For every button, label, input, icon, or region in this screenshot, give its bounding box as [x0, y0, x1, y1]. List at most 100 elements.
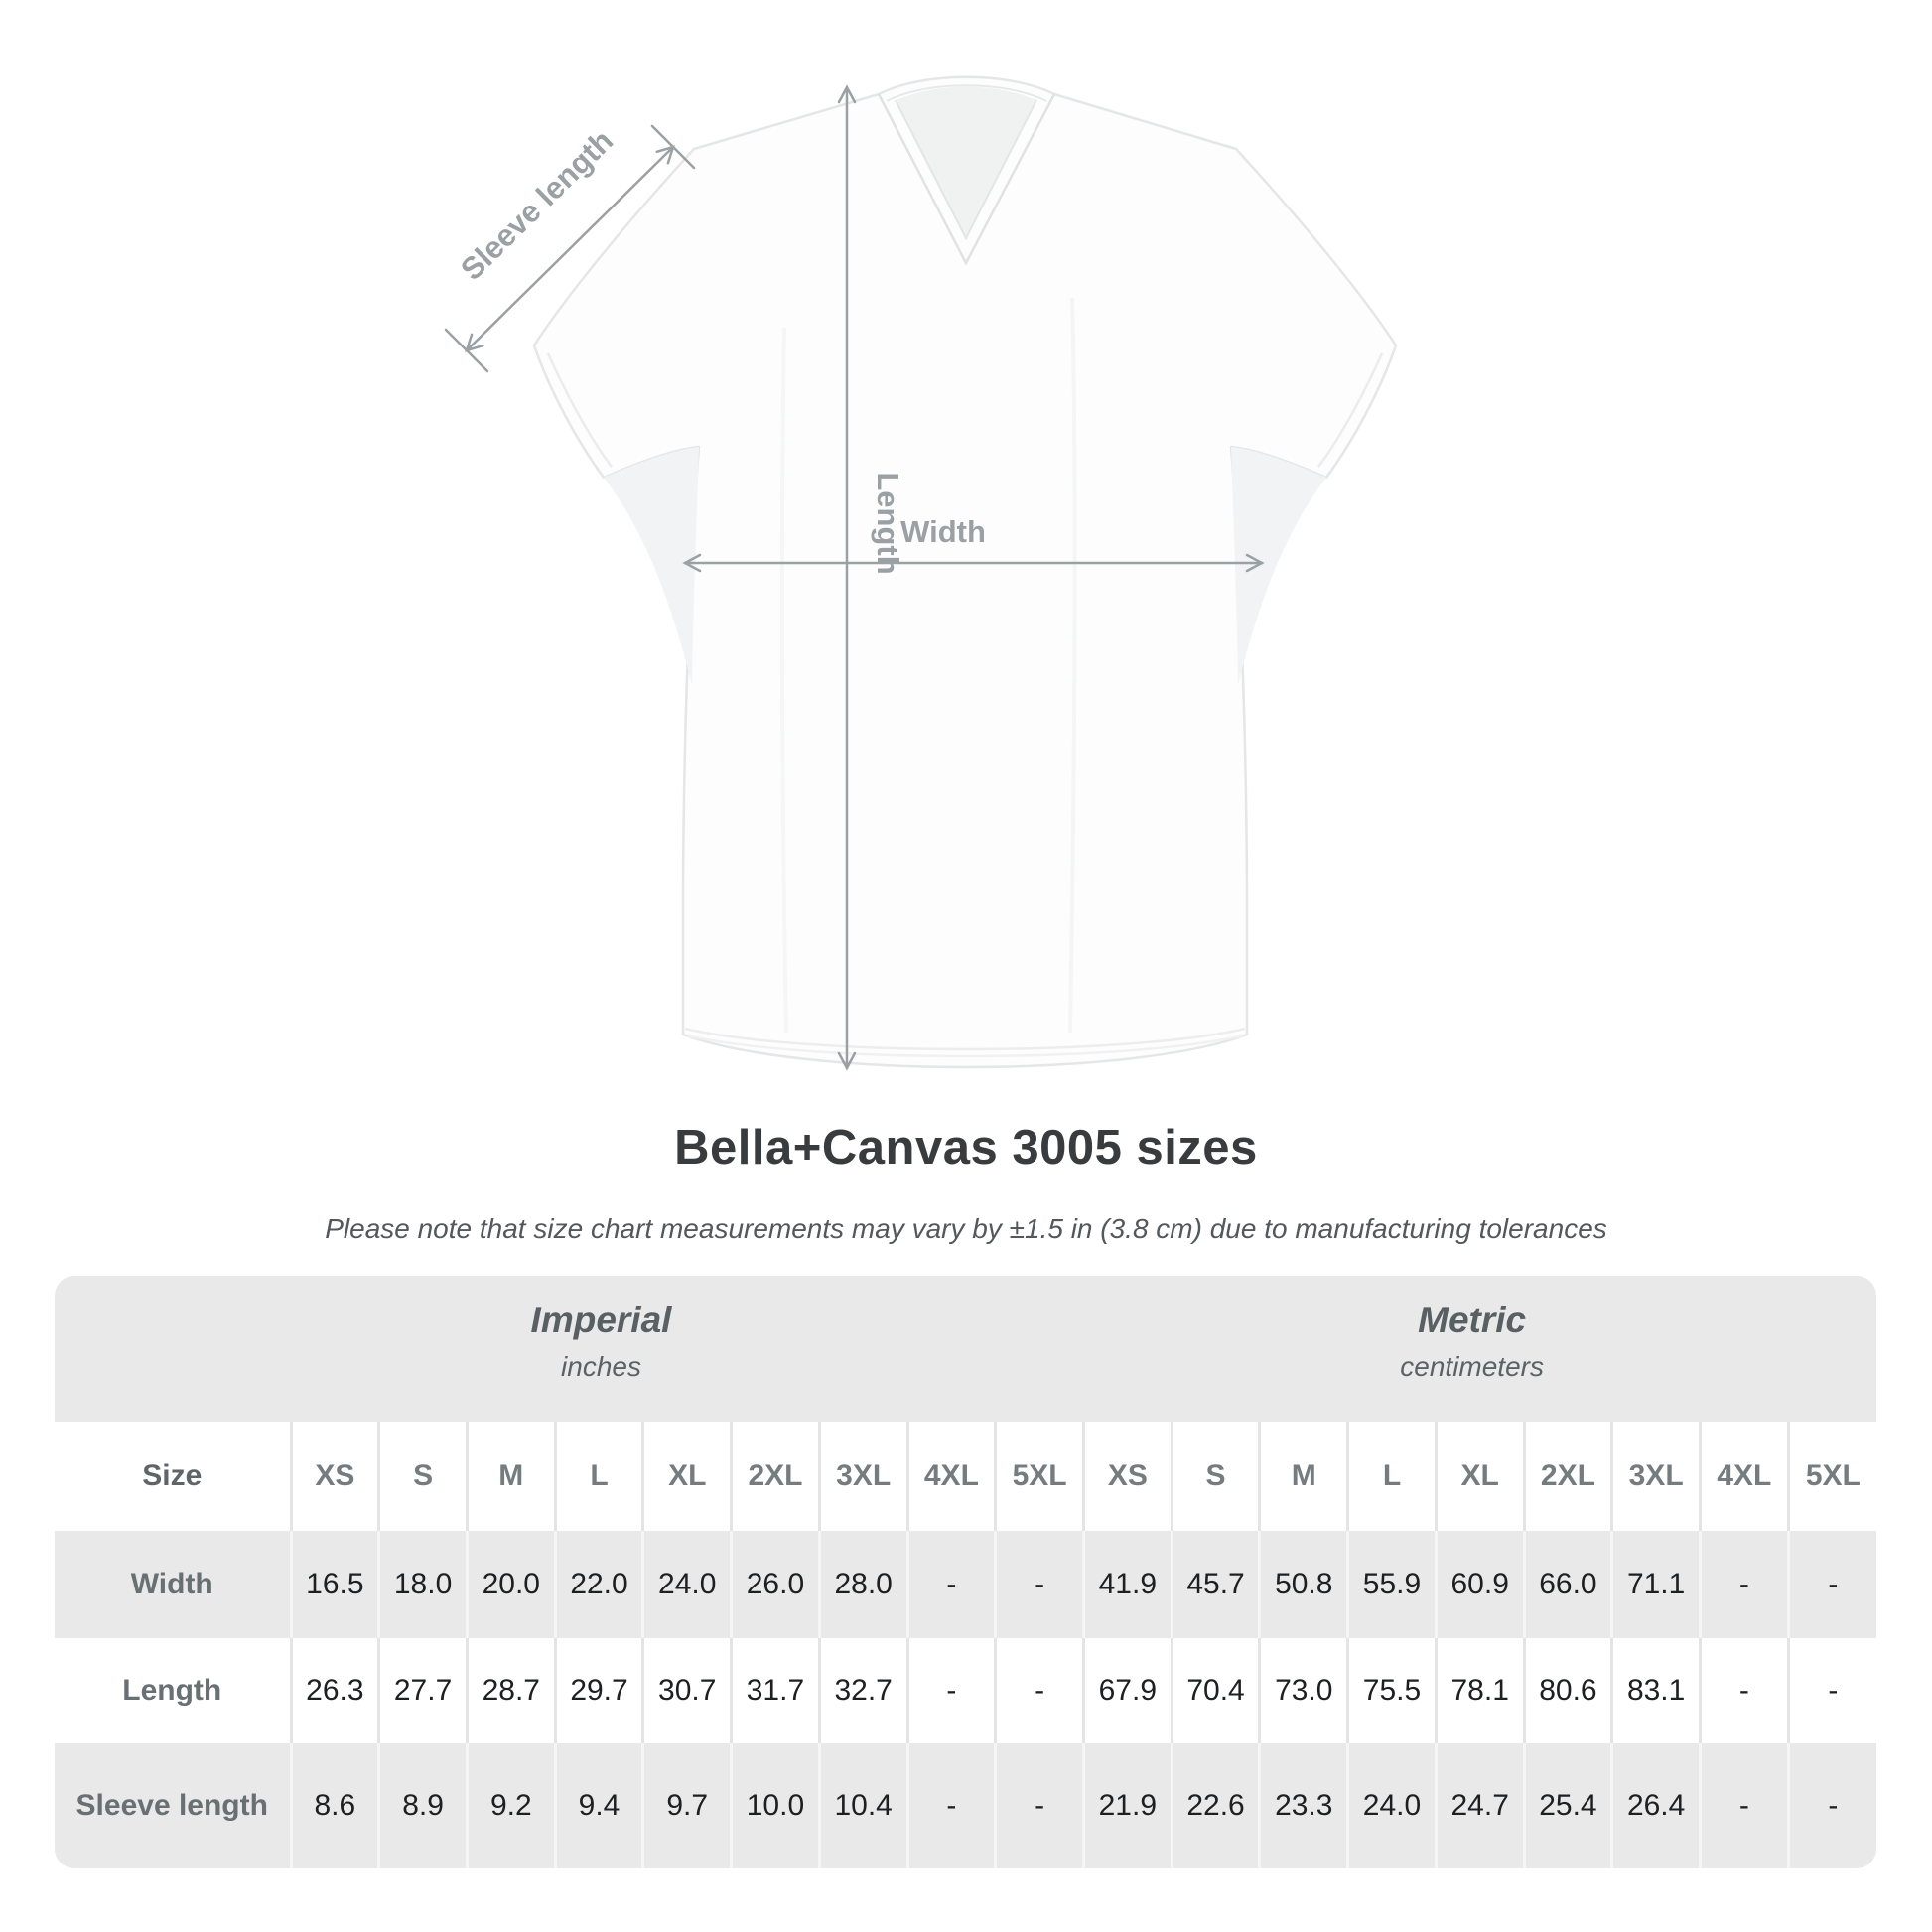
crease-left [779, 327, 788, 1034]
size-label: 4XL [905, 1422, 996, 1531]
table-cell: 28.7 [465, 1638, 556, 1743]
unit-header-band: Imperial inches Metric centimeters [55, 1276, 1876, 1422]
table-cell: 28.0 [817, 1531, 908, 1638]
table-cell: - [905, 1531, 996, 1638]
size-label: L [553, 1422, 643, 1531]
table-cell: - [994, 1743, 1084, 1868]
width-label: Width [900, 514, 986, 549]
tshirt-body [532, 75, 1398, 1069]
width-arrow [682, 553, 1265, 573]
table-cell: 24.0 [641, 1531, 732, 1638]
table-cell: 31.7 [730, 1638, 820, 1743]
size-label: 5XL [1786, 1422, 1876, 1531]
table-cell: 73.0 [1258, 1638, 1348, 1743]
table-cell: 9.4 [553, 1743, 643, 1868]
table-cell: 24.7 [1434, 1743, 1525, 1868]
size-label: 3XL [1610, 1422, 1701, 1531]
size-label: 3XL [817, 1422, 908, 1531]
size-label: M [1258, 1422, 1348, 1531]
right-sleeve-hem [1316, 352, 1384, 468]
table-cell: 29.7 [553, 1638, 643, 1743]
table-cell: 41.9 [1081, 1531, 1173, 1638]
size-label: 2XL [730, 1422, 820, 1531]
unit-group-imperial: Imperial inches [531, 1300, 672, 1383]
table-cell: - [1786, 1531, 1876, 1638]
size-label: XS [289, 1422, 379, 1531]
table-cell: - [1786, 1638, 1876, 1743]
table-cell: 21.9 [1081, 1743, 1173, 1868]
table-cell: 70.4 [1170, 1638, 1260, 1743]
table-cell: 60.9 [1434, 1531, 1525, 1638]
size-label: XL [1434, 1422, 1525, 1531]
table-cell: 18.0 [377, 1531, 468, 1638]
page-title: Bella+Canvas 3005 sizes [674, 1121, 1258, 1174]
bottom-hem-stitch [684, 1027, 1246, 1051]
table-cell: 75.5 [1346, 1638, 1437, 1743]
imperial-units: inches [561, 1350, 641, 1382]
table-cell: 9.2 [465, 1743, 556, 1868]
collar-inner-v [895, 99, 1037, 241]
collar-outer-v [877, 93, 1056, 266]
size-label: 4XL [1699, 1422, 1789, 1531]
table-cell: 26.4 [1610, 1743, 1701, 1868]
table-cell: 80.6 [1522, 1638, 1612, 1743]
size-label: 5XL [994, 1422, 1084, 1531]
table-cell: 26.3 [289, 1638, 379, 1743]
table-cell: 22.6 [1170, 1743, 1260, 1868]
table-cell: 10.0 [730, 1743, 820, 1868]
collar-opening [896, 86, 1036, 238]
sleeve-length-arrow [444, 124, 696, 373]
table-cell: 25.4 [1522, 1743, 1612, 1868]
bottom-hem-stitch-2 [686, 1034, 1244, 1058]
table-cell: 67.9 [1081, 1638, 1173, 1743]
table-cell: - [1699, 1638, 1789, 1743]
table-cell: - [905, 1743, 996, 1868]
table-cell: 27.7 [377, 1638, 468, 1743]
table-cell: 20.0 [465, 1531, 556, 1638]
table-cell: 23.3 [1258, 1743, 1348, 1868]
table-cell: 66.0 [1522, 1531, 1612, 1638]
table-cell: - [994, 1531, 1084, 1638]
table-cell: 32.7 [817, 1638, 908, 1743]
unit-group-metric: Metric centimeters [1400, 1300, 1544, 1383]
table-cell: - [1786, 1743, 1876, 1868]
length-arrow [837, 84, 857, 1071]
table-cell: 30.7 [641, 1638, 732, 1743]
table-cell: 8.9 [377, 1743, 468, 1868]
size-chart-table: Imperial inches Metric centimeters Size … [55, 1276, 1876, 1868]
shade-right-armpit [1231, 447, 1326, 685]
table-cell: 26.0 [730, 1531, 820, 1638]
table-row-width: Width 16.5 18.0 20.0 22.0 24.0 26.0 28.0… [55, 1531, 1876, 1638]
metric-units: centimeters [1400, 1350, 1544, 1382]
table-cell: - [1699, 1531, 1789, 1638]
size-column-header: Size [142, 1459, 203, 1492]
table-cell: 10.4 [817, 1743, 908, 1868]
metric-label: Metric [1418, 1300, 1527, 1340]
table-cell: 71.1 [1610, 1531, 1701, 1638]
size-label: XL [641, 1422, 732, 1531]
row-label: Length [122, 1674, 222, 1707]
table-cell: 24.0 [1346, 1743, 1437, 1868]
row-label: Width [130, 1568, 213, 1600]
table-row-sleeve-length: Sleeve length 8.6 8.9 9.2 9.4 9.7 10.0 1… [55, 1743, 1876, 1868]
table-cell: - [994, 1638, 1084, 1743]
row-label: Sleeve length [75, 1789, 268, 1822]
table-cell: - [1699, 1743, 1789, 1868]
left-sleeve-hem [546, 352, 614, 468]
table-cell: 22.0 [553, 1531, 643, 1638]
size-label: M [465, 1422, 556, 1531]
size-header-row: Size XS S M L XL 2XL 3XL 4XL 5XL XS S M … [55, 1422, 1876, 1531]
collar-back-seam [886, 84, 1047, 102]
tshirt-measurement-diagram: Sleeve length Length Width [444, 75, 1398, 1071]
tshirt-illustration [532, 75, 1398, 1069]
table-cell: 50.8 [1258, 1531, 1348, 1638]
imperial-label: Imperial [530, 1300, 672, 1340]
table-cell: 16.5 [289, 1531, 379, 1638]
shade-left-armpit [604, 447, 699, 685]
table-cell: 45.7 [1170, 1531, 1260, 1638]
table-cell: 78.1 [1434, 1638, 1525, 1743]
table-cell: - [905, 1638, 996, 1743]
crease-right [1068, 297, 1077, 1034]
size-table: Size XS S M L XL 2XL 3XL 4XL 5XL XS S M … [55, 1422, 1876, 1868]
